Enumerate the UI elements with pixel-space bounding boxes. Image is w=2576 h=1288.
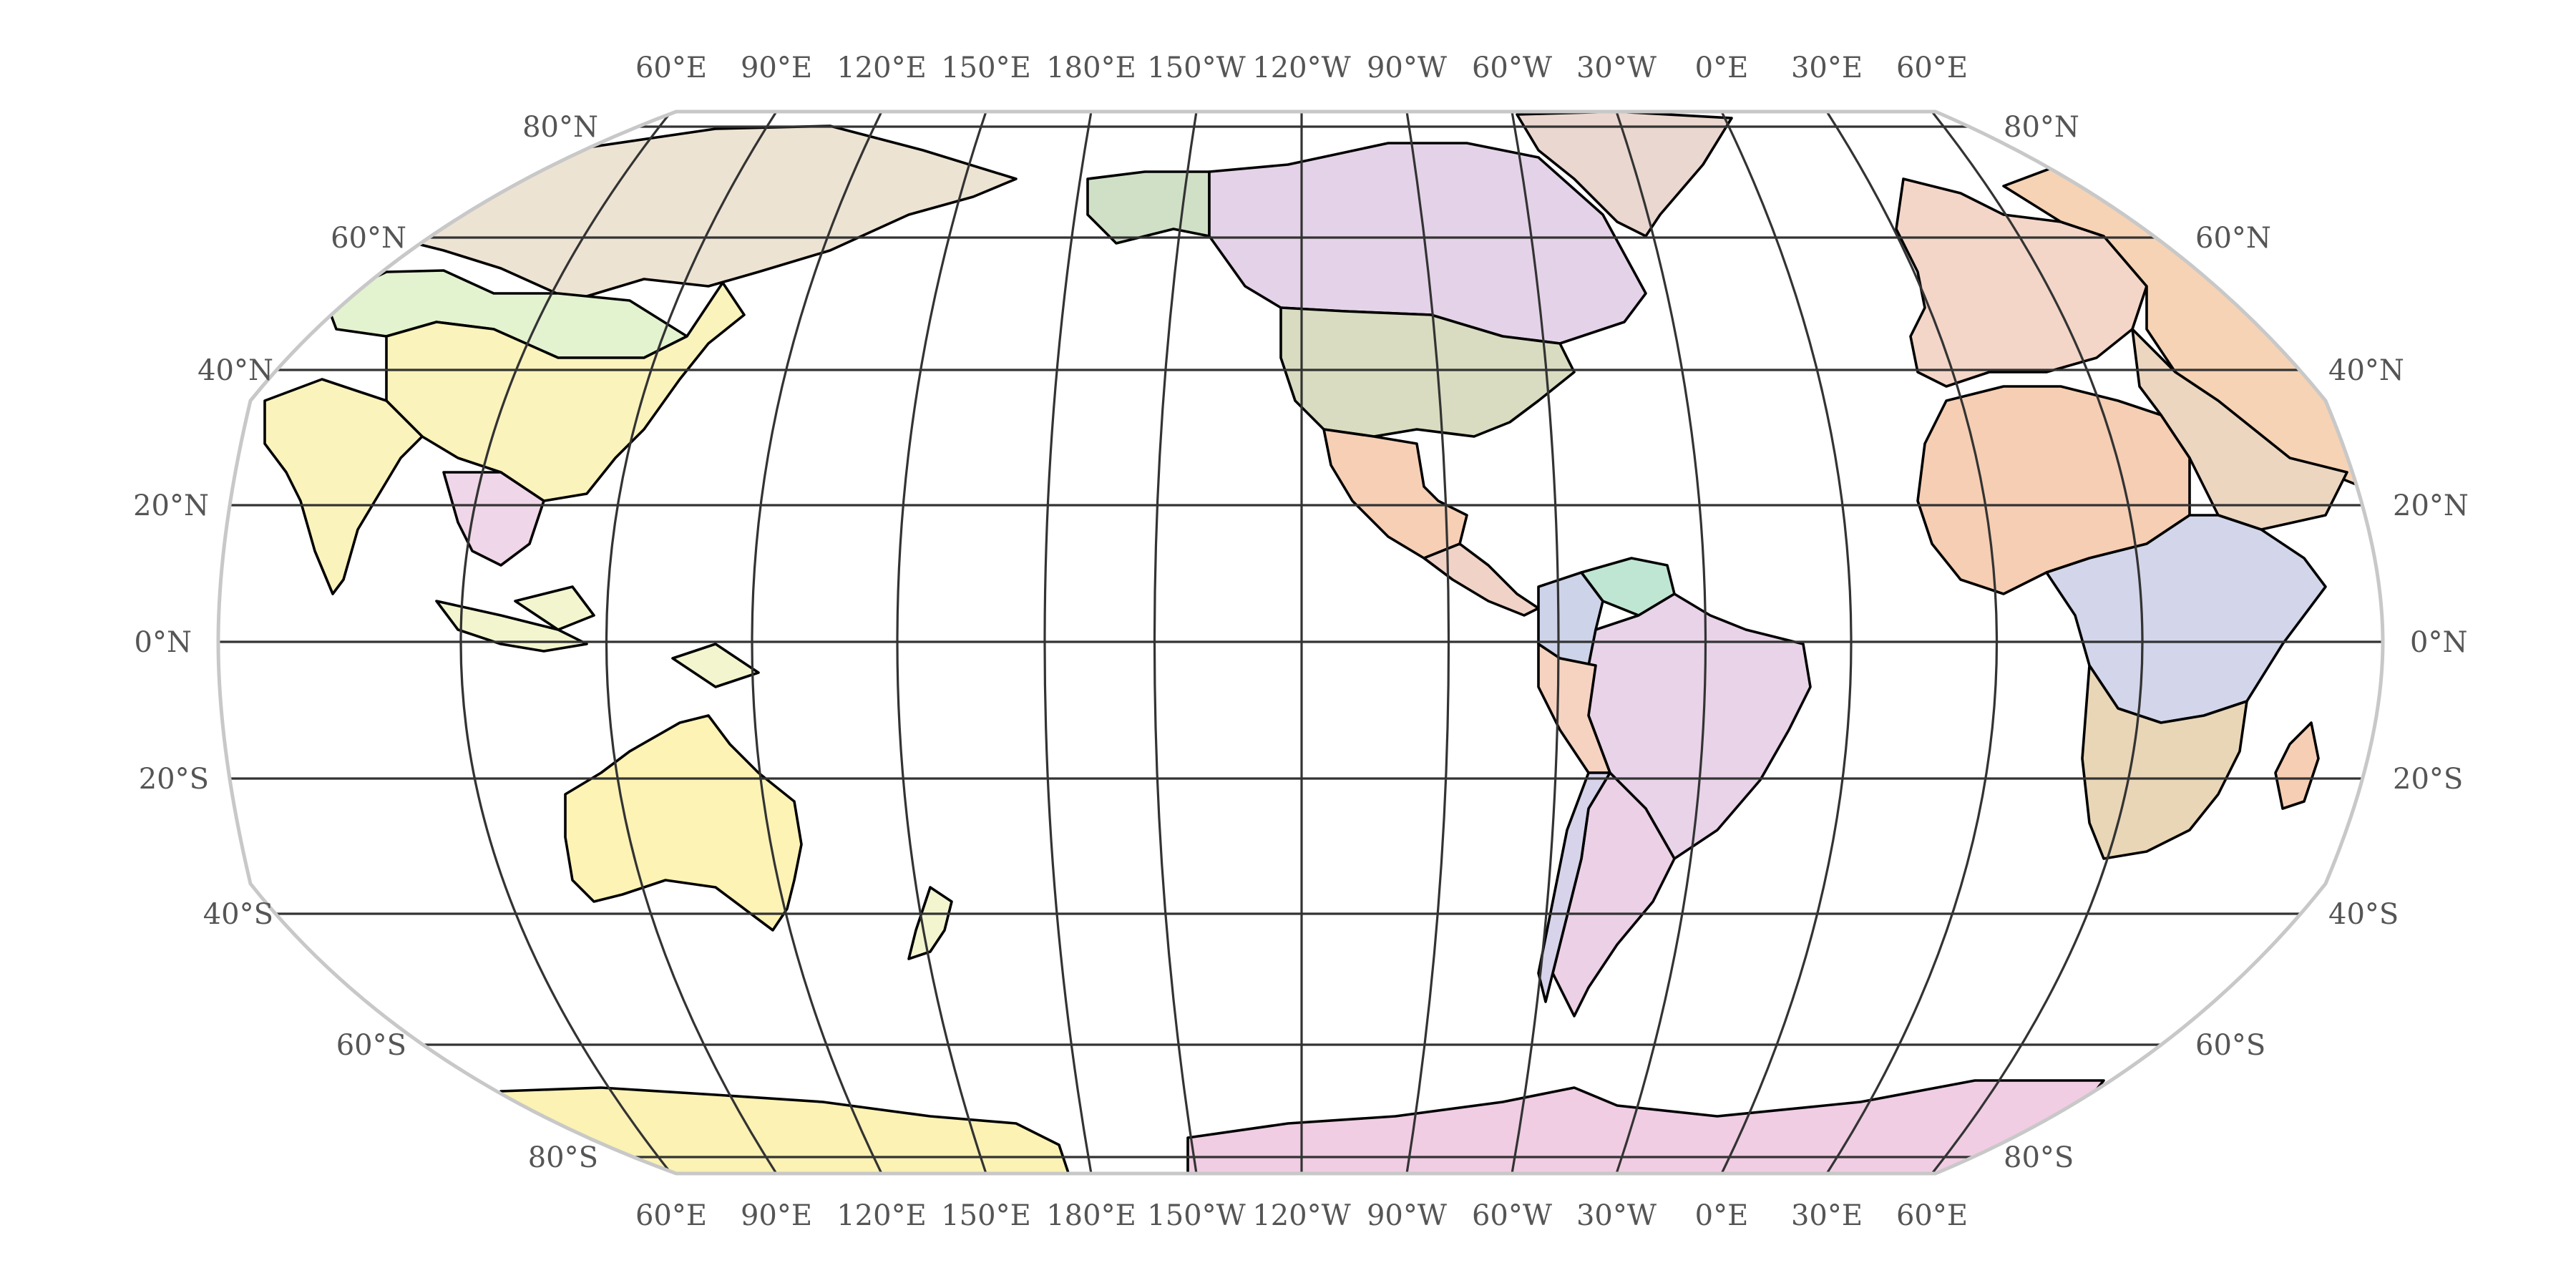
mexico xyxy=(1322,428,1468,560)
alaska xyxy=(1086,170,1211,245)
antarctica-west xyxy=(1186,1079,2105,1174)
meridian-label: 180°E xyxy=(1046,52,1136,84)
africa-south xyxy=(2081,664,2248,860)
parallel-label: 60°S xyxy=(2195,1029,2265,1062)
meridian-label: 60°E xyxy=(635,1199,707,1232)
meridian-label: 30°W xyxy=(1576,52,1657,84)
meridian-labels-bottom: 60°E 90°E 120°E 150°E 180°E 150°W 120°W … xyxy=(635,1199,1968,1232)
meridian-label: 90°E xyxy=(741,1199,812,1232)
parallel-label: 80°S xyxy=(2004,1141,2074,1174)
meridian-label: 150°E xyxy=(941,52,1031,84)
meridian-label: 60°E xyxy=(1896,52,1968,84)
parallel-labels-left: 80°N 60°N 40°N 20°N 0°N 20°S 40°S 60°S 8… xyxy=(133,111,598,1174)
madagascar xyxy=(2274,721,2320,810)
meridian-label: 60°W xyxy=(1472,1199,1552,1232)
parallel-label: 40°N xyxy=(197,354,273,387)
meridian-label: 150°W xyxy=(1147,52,1245,84)
meridian-label: 90°E xyxy=(741,52,812,84)
meridian-label: 0°E xyxy=(1695,52,1749,84)
parallel-label: 20°N xyxy=(133,489,209,522)
meridian-label: 0°E xyxy=(1695,1199,1749,1232)
parallel-label: 20°S xyxy=(139,763,209,796)
parallel-label: 40°N xyxy=(2328,354,2404,387)
parallel-label: 20°S xyxy=(2393,763,2463,796)
meridian-label: 60°W xyxy=(1472,52,1552,84)
meridian-label: 90°W xyxy=(1367,52,1447,84)
meridian-label: 150°W xyxy=(1147,1199,1245,1232)
parallel-label: 80°N xyxy=(2004,111,2079,144)
new-zealand xyxy=(907,886,953,960)
usa xyxy=(1279,306,1576,438)
meridian-label: 30°E xyxy=(1791,52,1863,84)
meridian-label: 30°E xyxy=(1791,1199,1863,1232)
parallel-label: 80°S xyxy=(528,1141,598,1174)
parallel-labels-right: 80°N 60°N 40°N 20°N 0°N 20°S 40°S 60°S 8… xyxy=(2004,111,2469,1174)
parallel-label: 20°N xyxy=(2393,489,2469,522)
chile xyxy=(1537,771,1611,1003)
meridian-label: 120°E xyxy=(836,1199,927,1232)
greenland xyxy=(1516,112,1733,238)
meridian-label: 120°W xyxy=(1252,1199,1350,1232)
meridian-labels-top: 60°E 90°E 120°E 150°E 180°E 150°W 120°W … xyxy=(635,52,1968,84)
china xyxy=(385,281,746,502)
meridian-label: 180°E xyxy=(1046,1199,1136,1232)
meridian-label: 60°E xyxy=(635,52,707,84)
parallel-label: 0°N xyxy=(135,626,192,659)
australia xyxy=(564,714,803,932)
parallel-label: 60°N xyxy=(2195,222,2271,255)
meridian-label: 30°W xyxy=(1576,1199,1657,1232)
meridian-label: 150°E xyxy=(941,1199,1031,1232)
parallel-label: 60°S xyxy=(336,1029,406,1062)
canada xyxy=(1208,142,1647,345)
parallel-label: 40°S xyxy=(2328,898,2399,931)
meridian-label: 60°E xyxy=(1896,1199,1968,1232)
parallel-label: 80°N xyxy=(522,111,598,144)
parallel-label: 40°S xyxy=(203,898,273,931)
meridian-label: 120°W xyxy=(1252,52,1350,84)
parallel-label: 0°N xyxy=(2410,626,2467,659)
graticule-meridians xyxy=(459,112,2144,1174)
map-frame xyxy=(216,109,2385,1176)
meridian-label: 90°W xyxy=(1367,1199,1447,1232)
meridian-label: 120°E xyxy=(836,52,927,84)
middle-east xyxy=(2131,328,2348,531)
parallel-label: 60°N xyxy=(331,222,406,255)
indonesia xyxy=(435,585,760,688)
india xyxy=(263,378,424,595)
